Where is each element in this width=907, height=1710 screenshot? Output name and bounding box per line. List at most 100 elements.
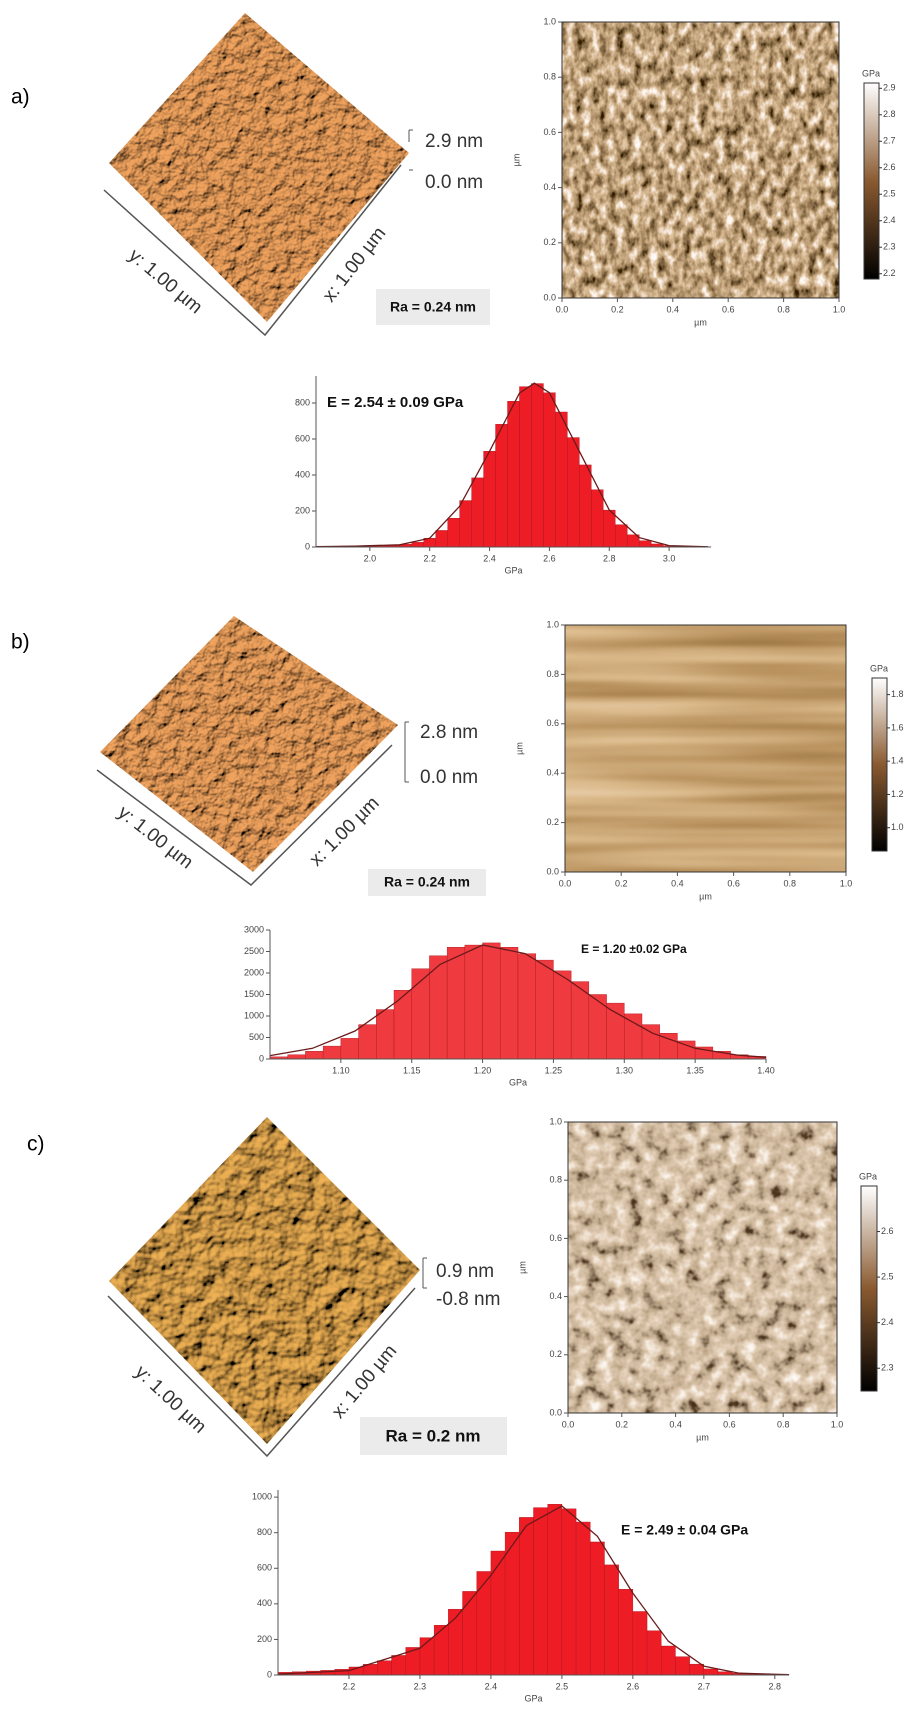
histogram-bar — [703, 1668, 719, 1676]
y-tick-label: 1.0 — [546, 619, 559, 629]
y-tick-label: 0.6 — [546, 718, 559, 728]
histogram-bar — [604, 1564, 619, 1676]
histogram-bar — [624, 1013, 643, 1060]
x-tick-label: 1.15 — [403, 1065, 421, 1075]
histogram-bar — [603, 509, 616, 548]
y-tick-label: 1000 — [252, 1491, 272, 1501]
histogram-bar — [519, 1517, 534, 1676]
height-min: 0.0 nm — [420, 767, 478, 788]
height-scale — [404, 721, 409, 783]
histogram-bar — [588, 994, 607, 1060]
x-tick-label: 1.0 — [831, 1419, 844, 1429]
x-tick-label: 1.0 — [833, 304, 846, 314]
histogram-bar — [606, 1002, 625, 1060]
histogram-bar — [579, 464, 592, 548]
histogram-bar — [590, 1541, 605, 1676]
x-tick-label: 0.4 — [669, 1419, 682, 1429]
x-tick-label: 2.2 — [423, 553, 436, 563]
x-tick-label: 2.2 — [343, 1681, 356, 1691]
x-tick-label: 0.8 — [777, 1419, 790, 1429]
y-tick-label: 400 — [295, 469, 310, 479]
y-tick-label: 3000 — [244, 924, 264, 934]
topography-a: a) 2.9 nm 0.0 nm y: 1.00 µm x: 1.00 µm R… — [11, 13, 490, 337]
histogram-bar — [543, 392, 556, 548]
histogram-bar — [433, 1624, 449, 1676]
x-tick-label: 0.8 — [784, 878, 797, 888]
x-axis-label: µm — [699, 891, 712, 901]
height-min: 0.0 nm — [425, 172, 483, 193]
x-axis-label: µm — [694, 317, 707, 327]
surface — [109, 13, 409, 322]
y-tick-label: 0.8 — [546, 669, 559, 679]
colorbar-tick-label: 2.5 — [883, 189, 896, 199]
x-tick-label: 0.6 — [722, 304, 735, 314]
histogram-bar — [567, 437, 580, 548]
x-tick-label: 0.0 — [562, 1419, 575, 1429]
height-max: 0.9 nm — [436, 1261, 494, 1282]
y-tick-label: 0 — [259, 1053, 264, 1063]
x-tick-label: 2.4 — [485, 1681, 498, 1691]
x-axis-label: GPa — [509, 1077, 527, 1087]
y-axis-label: µm — [517, 1261, 527, 1274]
colorbar-title: GPa — [859, 1171, 877, 1181]
colorbar-tick-label: 2.3 — [883, 242, 896, 252]
colorbar-tick-label: 2.6 — [883, 162, 896, 172]
colorbar-tick-label: 2.4 — [883, 215, 896, 225]
x-tick-label: 1.40 — [757, 1065, 775, 1075]
y-tick-label: 200 — [257, 1634, 272, 1644]
axis-frame — [103, 164, 402, 337]
axis-frame — [107, 1287, 416, 1458]
x-tick-label: 2.8 — [603, 553, 616, 563]
histogram-bar — [646, 1630, 662, 1676]
histogram-bar — [575, 1521, 591, 1676]
x-axis-label: µm — [696, 1432, 709, 1442]
x-axis-label: GPa — [504, 565, 522, 575]
histogram-bar — [464, 944, 483, 1060]
x-tick-label: 0.4 — [671, 878, 684, 888]
x-tick-label: 3.0 — [663, 553, 676, 563]
colorbar-tick-label: 2.5 — [881, 1271, 894, 1281]
colorbar-tick-label: 1.6 — [891, 722, 904, 732]
histogram-bar — [535, 959, 554, 1060]
colorbar-tick-label: 1.4 — [891, 756, 904, 766]
y-tick-label: 0.6 — [549, 1233, 562, 1243]
map-frame — [561, 21, 840, 299]
height-scale — [408, 129, 413, 171]
height-max: 2.9 nm — [425, 131, 483, 152]
y-tick-label: 0.8 — [543, 72, 556, 82]
height-scale — [422, 1257, 427, 1289]
panel-label: c) — [27, 1133, 45, 1156]
histogram-bar — [591, 489, 604, 548]
x-tick-label: 1.0 — [840, 878, 853, 888]
colorbar-tick-label: 2.4 — [881, 1317, 894, 1327]
x-tick-label: 2.6 — [627, 1681, 640, 1691]
x-tick-label: 1.35 — [686, 1065, 704, 1075]
y-tick-label: 1.0 — [549, 1116, 562, 1126]
x-tick-label: 0.6 — [727, 878, 740, 888]
y-tick-label: 0.4 — [546, 768, 559, 778]
y-tick-label: 0.4 — [543, 182, 556, 192]
colorbar — [860, 1185, 878, 1392]
x-tick-label: 2.4 — [483, 553, 496, 563]
axis-frame — [96, 744, 393, 886]
histogram-bar — [500, 947, 519, 1060]
y-axis-label: y: 1.00 µm — [131, 1362, 210, 1438]
y-tick-label: 1500 — [244, 989, 264, 999]
histogram-bar — [471, 477, 484, 548]
histogram-bar — [490, 1550, 506, 1676]
histogram-bar — [411, 542, 424, 548]
fit-curve — [269, 944, 767, 1058]
histogram-bar — [555, 411, 568, 548]
annotation: E = 2.49 ± 0.04 GPa — [621, 1522, 748, 1538]
x-tick-label: 0.0 — [559, 878, 572, 888]
histogram-bar — [358, 1024, 377, 1060]
histogram-bar — [287, 1054, 306, 1060]
fit-curve — [277, 1505, 790, 1676]
surface — [109, 1117, 420, 1444]
histogram-bar — [459, 500, 472, 548]
x-tick-label: 1.20 — [474, 1065, 492, 1075]
x-tick-label: 2.3 — [414, 1681, 427, 1691]
colorbar-tick-label: 2.8 — [883, 109, 896, 119]
x-axis-label: GPa — [524, 1693, 542, 1703]
histogram-bar — [322, 1045, 342, 1060]
